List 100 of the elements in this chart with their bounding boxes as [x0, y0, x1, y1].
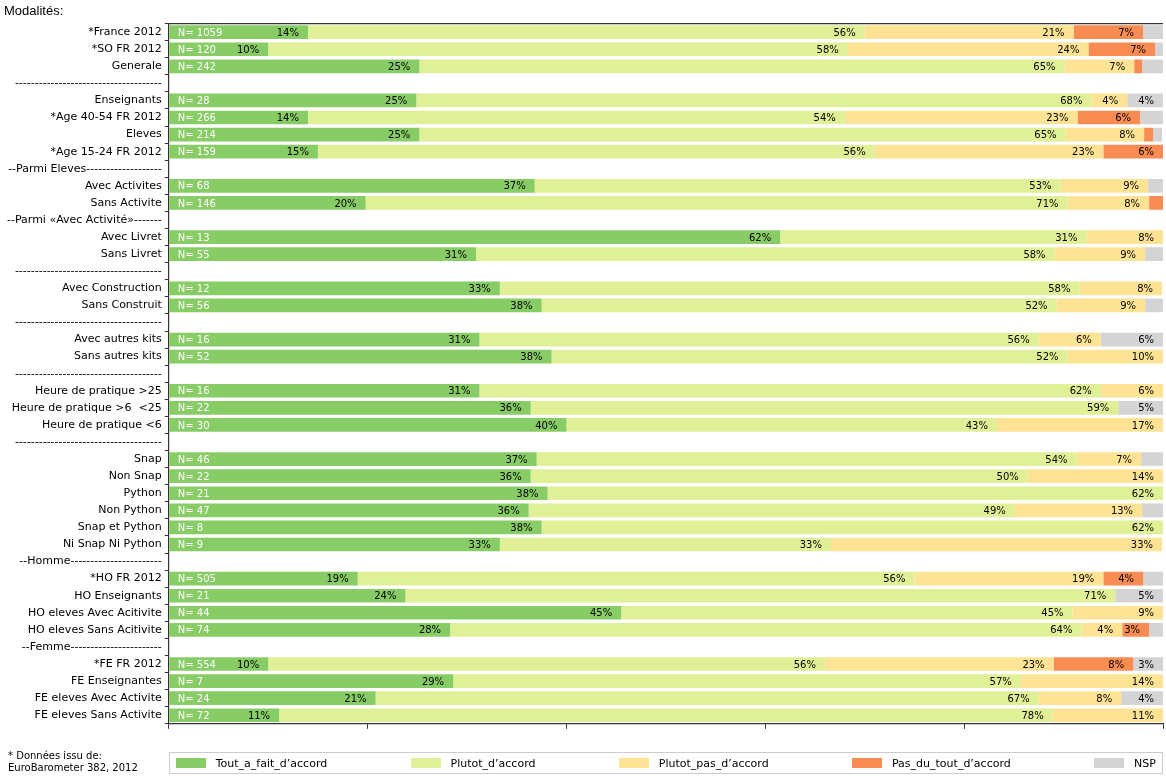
bar [169, 196, 366, 210]
bar [375, 691, 1039, 706]
bar [1073, 25, 1144, 39]
data-label: 31% [1055, 231, 1078, 243]
data-label: 7% [1118, 26, 1135, 38]
data-label: 7% [1109, 60, 1126, 72]
bar [1072, 605, 1163, 620]
bar [1142, 59, 1163, 74]
y-tick-label: --Parmi «Avec Activité»------- [6, 212, 162, 226]
annotation: N= 21 [177, 487, 210, 499]
bar [1144, 127, 1154, 142]
y-tick-label: Sans Construit [81, 298, 163, 312]
bar [279, 708, 1053, 723]
data-label: 8% [1119, 129, 1136, 141]
data-label: 31% [448, 385, 471, 397]
data-label: 71% [1084, 590, 1107, 602]
data-label: 13% [1110, 504, 1134, 516]
data-label: 45% [589, 607, 613, 619]
data-label: 6% [1115, 112, 1132, 124]
data-label: 7% [1116, 453, 1133, 465]
bar [307, 25, 865, 39]
annotation: N= 214 [177, 129, 216, 141]
annotation: N= 7 [177, 675, 204, 687]
data-label: 65% [1033, 60, 1056, 72]
data-label: 21% [344, 692, 367, 704]
data-label: 23% [1022, 658, 1045, 670]
bar [169, 247, 476, 261]
data-label: 54% [813, 112, 836, 124]
data-label: 3% [1138, 658, 1154, 670]
annotation: N= 74 [177, 624, 210, 636]
data-label: 6% [1138, 334, 1154, 346]
y-tick-label: Sans Livret [100, 247, 163, 261]
data-label: 10% [236, 658, 260, 670]
bar [169, 537, 500, 552]
bar [169, 520, 542, 535]
y-tick-label: Snap [134, 451, 162, 465]
y-tick-label: Ni Snap Ni Python [62, 537, 162, 551]
bar [268, 42, 848, 57]
y-tick-label: --Femme----------------------- [21, 639, 162, 653]
bar [169, 349, 552, 364]
annotation: N= 52 [177, 351, 210, 363]
bar [1134, 59, 1143, 74]
data-label: 14% [276, 26, 299, 38]
y-tick-label: *SO FR 2012 [91, 42, 162, 56]
bar [169, 383, 480, 398]
bar [996, 418, 1163, 432]
y-tick-label: ------------------------------------- [14, 264, 162, 278]
bar [169, 503, 529, 518]
data-label: 37% [505, 453, 528, 465]
annotation: N= 146 [177, 197, 216, 209]
data-label: 31% [448, 334, 471, 346]
bar [419, 59, 1065, 74]
bar [475, 247, 1055, 261]
y-tick-label: *Age 15-24 FR 2012 [50, 144, 162, 158]
bar [499, 281, 1080, 296]
bar [169, 469, 531, 483]
data-label: 52% [1025, 299, 1048, 311]
data-label: 38% [510, 522, 533, 533]
data-label: 58% [1023, 248, 1046, 260]
annotation: N= 266 [177, 112, 216, 124]
y-tick-label: FE Enseignantes [71, 673, 163, 687]
data-label: 56% [1007, 334, 1030, 346]
data-label: 6% [1075, 334, 1092, 346]
data-label: 36% [499, 470, 522, 482]
annotation: N= 120 [177, 43, 216, 55]
legend-label: Plutot_d’accord [450, 756, 536, 770]
bar [1060, 179, 1149, 193]
bar [1149, 623, 1163, 637]
annotation: N= 21 [177, 590, 210, 602]
bar [169, 691, 376, 706]
legend-label: Tout_a_fait_d’accord [215, 756, 328, 770]
y-tick-label: Heure de pratique <6 [41, 417, 162, 431]
data-label: 4% [1118, 573, 1135, 585]
bar [1140, 110, 1163, 125]
data-label: 5% [1138, 590, 1154, 602]
bar [365, 196, 1068, 210]
data-label: 14% [1131, 675, 1154, 687]
data-label: 31% [444, 248, 467, 260]
bar [536, 452, 1077, 466]
bar [874, 144, 1104, 159]
bar [169, 674, 454, 688]
annotation: N= 16 [177, 385, 210, 397]
y-tick-label: ------------------------------------- [14, 76, 162, 90]
data-label: 71% [1036, 197, 1059, 209]
data-label: 25% [385, 95, 408, 107]
annotation: N= 68 [177, 180, 210, 192]
bar [1014, 503, 1143, 518]
data-label: 19% [326, 573, 349, 585]
y-tick-label: Avec Construction [62, 281, 162, 295]
data-label: 19% [1072, 573, 1095, 585]
data-label: 9% [1120, 299, 1137, 311]
data-label: 8% [1096, 692, 1113, 704]
bar [1148, 179, 1163, 193]
data-label: 23% [1072, 146, 1095, 158]
y-tick-label: Sans autres kits [74, 349, 163, 363]
bar [1079, 281, 1163, 296]
y-tick-label: Generale [111, 59, 162, 73]
data-label: 56% [843, 146, 866, 158]
annotation: N= 159 [177, 146, 216, 158]
bar [1020, 674, 1163, 688]
